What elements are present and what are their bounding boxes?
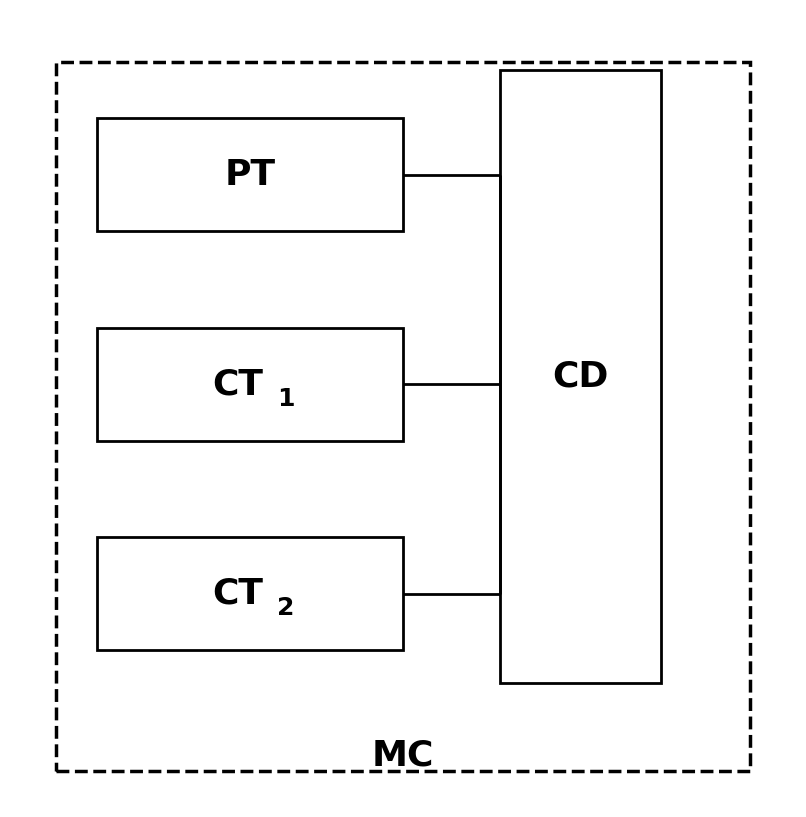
Text: 1: 1 — [277, 386, 295, 411]
Bar — [97, 118, 403, 231]
Text: 2: 2 — [277, 596, 295, 620]
Text: MC: MC — [372, 738, 434, 772]
Bar — [56, 62, 750, 771]
Bar — [97, 538, 403, 650]
Text: CD: CD — [552, 359, 609, 393]
Bar — [500, 70, 661, 682]
Text: CT: CT — [212, 577, 264, 611]
Text: CT: CT — [212, 368, 264, 401]
Bar — [97, 328, 403, 440]
Text: PT: PT — [224, 158, 276, 192]
